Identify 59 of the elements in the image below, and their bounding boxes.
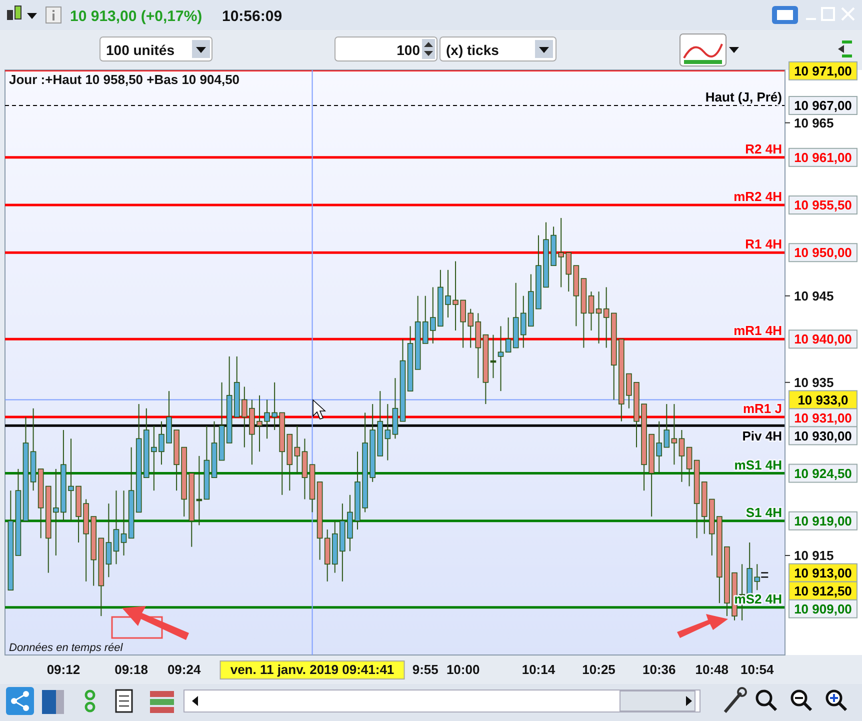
annotation: Jour :+Haut 10 958,50 +Bas 10 904,50	[9, 72, 240, 87]
y-tick-label: 10 935	[794, 374, 834, 390]
x-tick-label: 10:25	[582, 662, 616, 677]
text: 10 971,00	[794, 63, 852, 78]
ref-line-label: mR2 4H	[734, 189, 782, 204]
candlestick	[686, 446, 692, 487]
annotation: 10 913,00	[794, 565, 852, 580]
candlestick	[498, 326, 504, 392]
y-tick-label: 10 915	[794, 548, 834, 564]
candlestick	[596, 291, 602, 344]
ref-line-label: Piv 4H	[742, 428, 782, 444]
x-tick-label: 10:00	[446, 662, 480, 677]
text: (x) ticks	[446, 42, 500, 58]
text: 10 919,00	[794, 513, 852, 528]
ref-line-label: mR1 J	[742, 401, 782, 416]
x-tick-label: ven. 11 janv. 2019 09:41:41	[230, 662, 394, 677]
candlestick	[603, 286, 610, 348]
text: 10 967,00	[794, 98, 852, 114]
ref-line-label: R1 4H	[745, 236, 782, 252]
x-tick-label: 09:18	[114, 662, 148, 677]
ref-line-label: S1 4H	[746, 504, 782, 520]
x-tick-label: 10:48	[695, 662, 729, 677]
chart-title: 10 913,00 (+0,17%)	[70, 8, 202, 25]
x-tick-label: 10:54	[740, 662, 775, 677]
x-tick-label: 9:55	[412, 662, 438, 677]
text: 100 unités	[106, 42, 175, 58]
text: 10 961,00	[794, 150, 852, 165]
text: 10 930,00	[794, 428, 852, 444]
candlestick	[294, 425, 300, 474]
x-tick-label: 10:36	[642, 662, 676, 677]
text: 10 924,50	[794, 466, 852, 481]
candlestick	[671, 404, 678, 466]
text: 10 940,00	[794, 332, 852, 347]
x-tick-label: 10:14	[522, 662, 556, 677]
candlestick	[384, 404, 391, 461]
text: 10 955,50	[794, 198, 852, 213]
text: 10 950,00	[794, 245, 852, 260]
candlestick	[505, 317, 512, 353]
candlestick	[678, 430, 685, 482]
annotation: Données en temps réel	[9, 642, 124, 654]
text: 10 931,00	[794, 410, 852, 426]
candlestick	[120, 490, 127, 556]
text: 100	[396, 42, 420, 58]
candlestick	[664, 404, 670, 448]
candlestick	[113, 490, 120, 565]
ref-line-label: mS1 4H	[734, 457, 782, 472]
y-tick-label: 10 945	[794, 288, 834, 304]
text: 10 933,0	[798, 392, 848, 408]
ref-line-label: Haut (J, Pré)	[705, 89, 782, 104]
annotation: 10 912,50	[794, 583, 852, 598]
ref-line-label: mR1 4H	[734, 323, 782, 338]
text: 10 909,00	[794, 601, 852, 616]
ref-line-label: R2 4H	[745, 141, 782, 156]
x-tick-label: 09:24	[167, 662, 202, 677]
candlestick	[588, 291, 594, 331]
y-tick-label: 10 965	[794, 115, 834, 130]
x-tick-label: 09:12	[46, 662, 80, 677]
candlestick	[106, 503, 112, 578]
chart-subtitle: 10:56:09	[222, 8, 282, 25]
